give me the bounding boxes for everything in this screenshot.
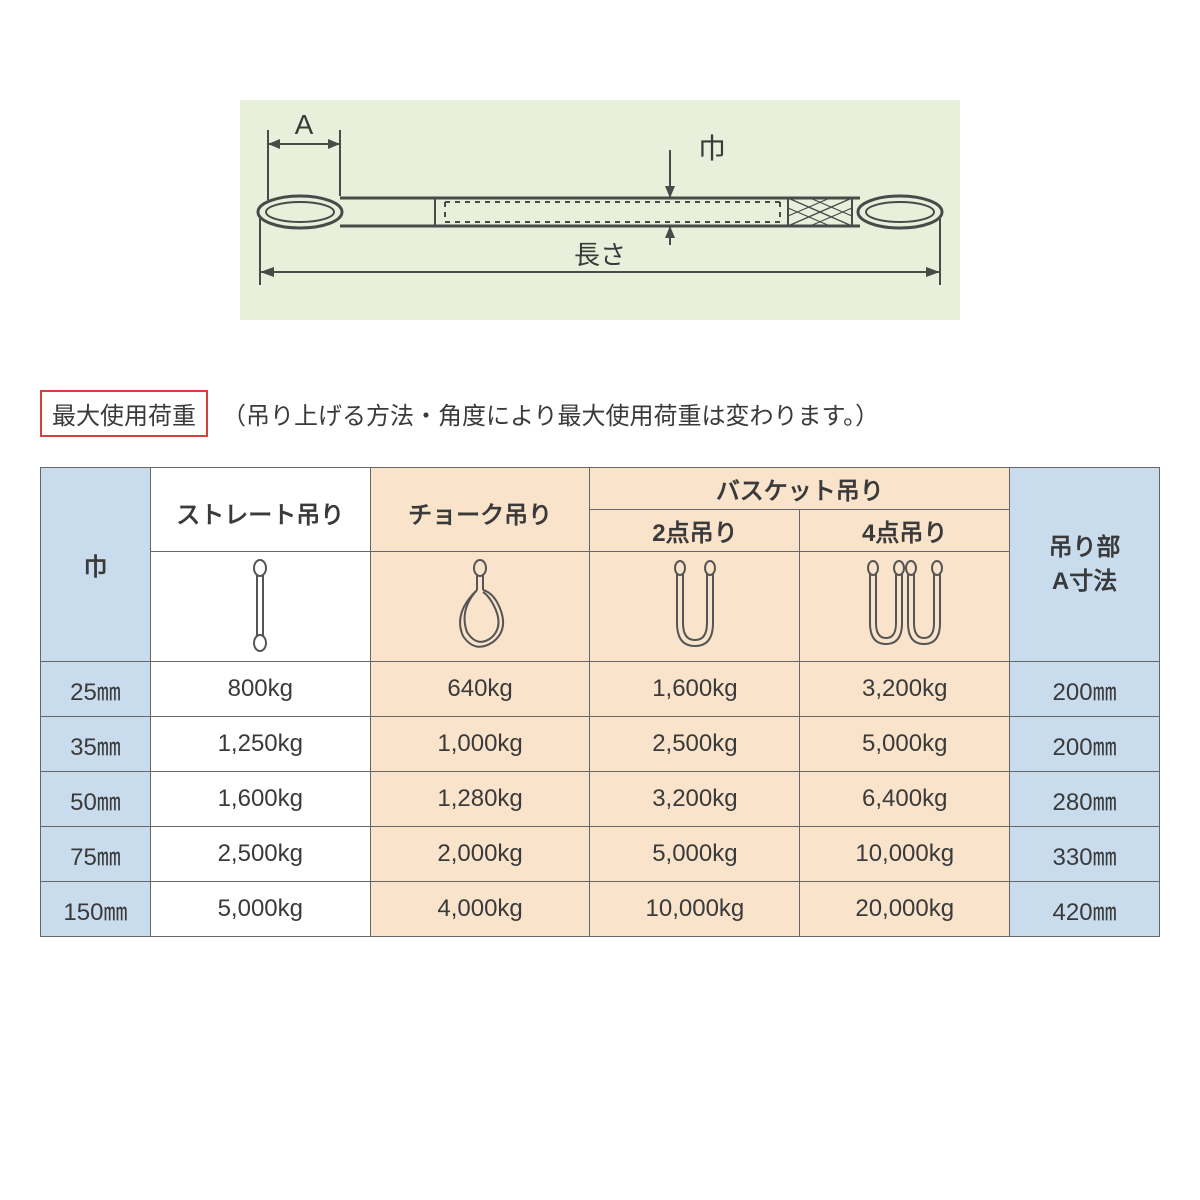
cell-b4: 3,200kg <box>800 662 1010 717</box>
cell-straight: 1,600kg <box>150 772 370 827</box>
cell-a: 420㎜ <box>1010 882 1160 937</box>
cell-choke: 640kg <box>370 662 590 717</box>
basket-2pt-icon <box>660 558 730 653</box>
basket-4pt-icon <box>855 558 955 653</box>
diagram-box: A 巾 長さ <box>240 100 960 320</box>
icon-choke-cell <box>370 552 590 662</box>
title-note: （吊り上げる方法・角度により最大使用荷重は変わります。） <box>222 396 879 431</box>
table-row: 50㎜ 1,600kg 1,280kg 3,200kg 6,400kg 280㎜ <box>41 772 1160 827</box>
sling-dimension-diagram: A 巾 長さ <box>40 100 1160 320</box>
cell-a: 200㎜ <box>1010 662 1160 717</box>
cell-choke: 2,000kg <box>370 827 590 882</box>
icon-4pt-cell <box>800 552 1010 662</box>
cell-width: 75㎜ <box>41 827 151 882</box>
cell-width: 35㎜ <box>41 717 151 772</box>
cell-choke: 4,000kg <box>370 882 590 937</box>
hdr-choke: チョーク吊り <box>370 468 590 552</box>
hdr-width: 巾 <box>41 468 151 662</box>
diagram-label-a: A <box>295 109 314 140</box>
table-row: 150㎜ 5,000kg 4,000kg 10,000kg 20,000kg 4… <box>41 882 1160 937</box>
cell-b4: 10,000kg <box>800 827 1010 882</box>
hdr-a-dim: 吊り部 A寸法 <box>1010 468 1160 662</box>
hdr-straight-label: ストレート吊り <box>151 487 370 532</box>
cell-b4: 5,000kg <box>800 717 1010 772</box>
diagram-svg: A 巾 長さ <box>240 100 960 320</box>
cell-b4: 20,000kg <box>800 882 1010 937</box>
straight-sling-icon <box>245 558 275 653</box>
table-row: 35㎜ 1,250kg 1,000kg 2,500kg 5,000kg 200㎜ <box>41 717 1160 772</box>
cell-b2: 2,500kg <box>590 717 800 772</box>
load-table: 巾 ストレート吊り チョーク吊り バスケット吊り 吊り部 A寸法 2点吊り 4点… <box>40 467 1160 937</box>
cell-a: 280㎜ <box>1010 772 1160 827</box>
cell-straight: 5,000kg <box>150 882 370 937</box>
cell-width: 150㎜ <box>41 882 151 937</box>
choke-sling-icon <box>445 558 515 653</box>
title-boxed: 最大使用荷重 <box>40 390 208 437</box>
cell-a: 200㎜ <box>1010 717 1160 772</box>
table-row: 75㎜ 2,500kg 2,000kg 5,000kg 10,000kg 330… <box>41 827 1160 882</box>
cell-b2: 5,000kg <box>590 827 800 882</box>
diagram-label-length: 長さ <box>574 240 626 270</box>
diagram-label-width: 巾 <box>698 133 726 164</box>
cell-choke: 1,280kg <box>370 772 590 827</box>
cell-straight: 2,500kg <box>150 827 370 882</box>
cell-b2: 1,600kg <box>590 662 800 717</box>
hdr-basket-4pt: 4点吊り <box>800 510 1010 552</box>
hdr-basket: バスケット吊り <box>590 468 1010 510</box>
cell-straight: 800kg <box>150 662 370 717</box>
cell-choke: 1,000kg <box>370 717 590 772</box>
cell-b4: 6,400kg <box>800 772 1010 827</box>
hdr-a-line2: A寸法 <box>1052 568 1117 595</box>
cell-b2: 10,000kg <box>590 882 800 937</box>
hdr-straight: ストレート吊り <box>150 468 370 552</box>
hdr-choke-label: チョーク吊り <box>371 487 590 532</box>
icon-2pt-cell <box>590 552 800 662</box>
hdr-a-line1: 吊り部 <box>1049 534 1121 561</box>
title-row: 最大使用荷重 （吊り上げる方法・角度により最大使用荷重は変わります。） <box>40 390 1160 437</box>
cell-width: 25㎜ <box>41 662 151 717</box>
cell-width: 50㎜ <box>41 772 151 827</box>
hdr-basket-2pt: 2点吊り <box>590 510 800 552</box>
icon-straight-cell <box>150 552 370 662</box>
cell-a: 330㎜ <box>1010 827 1160 882</box>
table-body: 25㎜ 800kg 640kg 1,600kg 3,200kg 200㎜ 35㎜… <box>41 662 1160 937</box>
cell-b2: 3,200kg <box>590 772 800 827</box>
cell-straight: 1,250kg <box>150 717 370 772</box>
table-row: 25㎜ 800kg 640kg 1,600kg 3,200kg 200㎜ <box>41 662 1160 717</box>
